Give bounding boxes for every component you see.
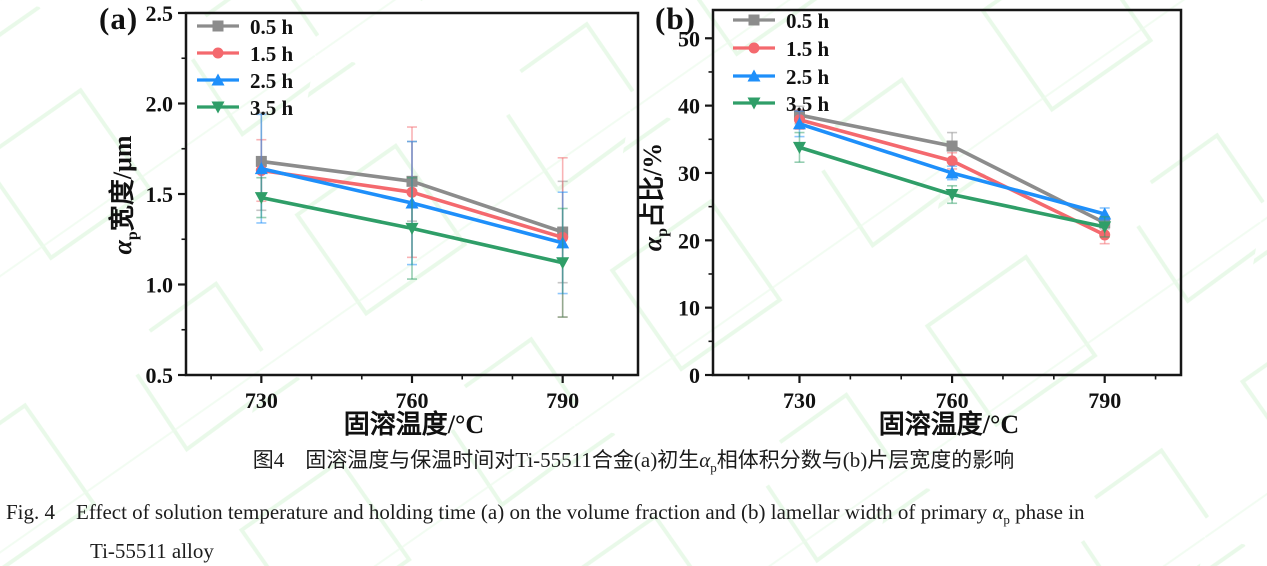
caption-en-line2: Ti-55511 alloy [90,539,214,564]
y-tick-label: 2.5 [146,1,174,26]
caption-en-line1: Fig. 4 Effect of solution temperature an… [6,496,1261,528]
x-tick-label: 760 [936,388,969,413]
series-3.5-h [254,176,570,318]
y-tick-label: 50 [678,26,700,51]
x-tick-label: 790 [1088,388,1121,413]
legend-label: 1.5 h [250,42,294,66]
alpha-subscript: p [710,460,717,476]
y-tick-label: 1.0 [146,273,174,298]
x-axis-label-a: 固溶温度/°C [343,410,485,439]
y-tick-label: 1.5 [146,182,174,207]
x-tick-label: 760 [396,388,429,413]
alpha-subscript: p [1003,512,1010,528]
x-axis-label-b: 固溶温度/°C [878,410,1020,439]
y-tick-label: 2.0 [146,92,174,117]
y-tick-label: 0 [689,363,700,388]
x-axis: 730 760 790 [747,375,1157,413]
legend-label: 2.5 h [250,69,294,93]
y-tick-label: 30 [678,161,700,186]
y-tick-label: 40 [678,94,700,119]
chart-panel-b: 730 760 790 0 10 20 30 40 50 0.5 h 1.5 h 2.5 h 3.5 h [678,8,1183,413]
caption-zh-post: 相体积分数与(b)片层宽度的影响 [716,448,1015,472]
x-tick-label: 790 [546,388,579,413]
alpha-symbol: α [637,236,667,252]
series-3.5-h [792,131,1112,238]
x-tick-label: 730 [783,388,816,413]
alpha-subscript: p [124,231,142,241]
x-axis: 730 760 790 [210,375,614,413]
panel-b-label: (b) [655,1,696,36]
charts-canvas: 730 760 790 0.5 1.0 1.5 2.0 2.5 0.5 h 1.5 h 2.5 h 3… [146,1,1183,413]
y-axis-label-b-text: 占比/% [637,142,667,228]
legend-label: 1.5 h [786,37,830,61]
caption-en-pre: Fig. 4 Effect of solution temperature an… [6,500,993,524]
legend: 0.5 h 1.5 h 2.5 h 3.5 h [197,15,294,120]
y-axis-label-a-text: 宽度/μm [107,135,137,232]
caption-chinese: 图4 固溶温度与保温时间对Ti-55511合金(a)初生αp相体积分数与(b)片… [0,444,1267,476]
y-axis-label-a: αp宽度/μm [102,136,142,255]
y-tick-label: 10 [678,296,700,321]
chart-panel-a: 730 760 790 0.5 1.0 1.5 2.0 2.5 0.5 h 1.5 h 2.5 h 3… [146,1,640,413]
legend-label: 2.5 h [786,65,830,89]
legend-label: 3.5 h [250,96,294,120]
legend-label: 0.5 h [786,9,830,33]
y-tick-label: 20 [678,228,700,253]
alpha-symbol: α [699,448,711,472]
caption-zh-pre: 图4 固溶温度与保温时间对Ti-55511合金(a)初生 [252,448,700,472]
y-tick-label: 0.5 [146,363,174,388]
y-axis: 0 10 20 30 40 50 [678,26,713,388]
caption-en-post: phase in [1009,500,1085,524]
plot-frame [711,8,1183,377]
y-axis-label-b: αp占比/% [632,143,672,252]
x-tick-label: 730 [245,388,278,413]
y-axis: 0.5 1.0 1.5 2.0 2.5 [146,1,186,388]
legend-label: 3.5 h [786,92,830,116]
legend: 0.5 h 1.5 h 2.5 h 3.5 h [733,9,830,116]
panel-a-label: (a) [99,1,139,36]
caption-english: Fig. 4 Effect of solution temperature an… [6,496,1261,564]
alpha-symbol: α [992,500,1004,524]
alpha-subscript: p [654,227,672,237]
alpha-symbol: α [107,240,137,255]
legend-label: 0.5 h [250,15,294,39]
